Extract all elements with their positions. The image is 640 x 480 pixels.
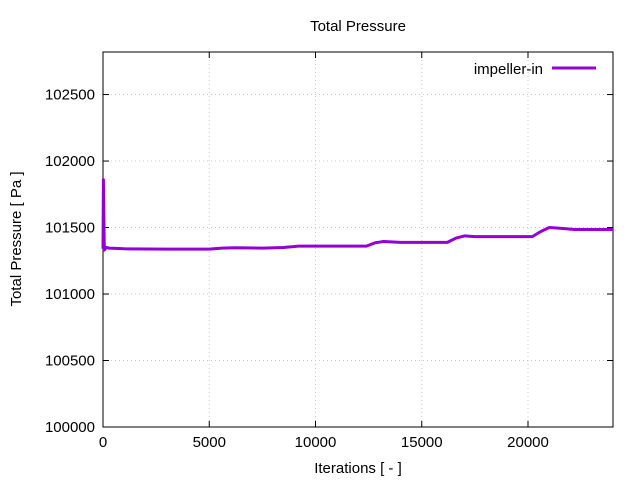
y-tick-label: 102000 — [45, 153, 95, 170]
y-tick-label: 100000 — [45, 419, 95, 436]
x-tick-label: 0 — [99, 434, 107, 451]
x-tick-label: 20000 — [507, 434, 549, 451]
ticks: 0 5000 10000 15000 20000 100000 100500 101000 10… — [45, 52, 613, 451]
y-axis-label: Total Pressure [ Pa ] — [8, 171, 25, 306]
x-tick-label: 10000 — [295, 434, 337, 451]
y-tick-label: 101500 — [45, 220, 95, 237]
y-tick-label: 100500 — [45, 353, 95, 370]
y-tick-label: 101000 — [45, 286, 95, 303]
x-tick-label: 5000 — [193, 434, 226, 451]
plot-frame — [102, 51, 614, 428]
y-tick-label: 102500 — [45, 87, 95, 104]
legend: impeller-in — [474, 61, 596, 78]
series-line-impeller-in — [101, 178, 613, 252]
grid — [103, 52, 613, 427]
x-axis-label: Iterations [ - ] — [314, 460, 402, 477]
x-tick-label: 15000 — [401, 434, 443, 451]
series-layer — [101, 178, 613, 252]
chart-title: Total Pressure — [310, 18, 406, 35]
legend-label: impeller-in — [474, 61, 543, 78]
